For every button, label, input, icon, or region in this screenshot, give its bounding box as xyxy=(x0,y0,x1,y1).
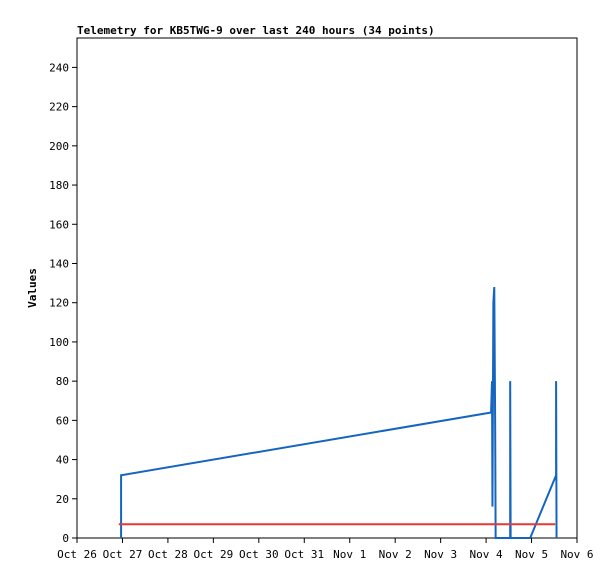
x-tick-label: Oct 26 xyxy=(57,548,97,561)
y-tick-label: 140 xyxy=(49,257,69,270)
y-tick-label: 120 xyxy=(49,297,69,310)
y-tick-label: 60 xyxy=(56,414,69,427)
x-tick-label: Nov 2 xyxy=(379,548,412,561)
y-tick-label: 200 xyxy=(49,140,69,153)
y-axis-label: Values xyxy=(26,268,39,308)
y-tick-label: 240 xyxy=(49,61,69,74)
x-tick-label: Oct 28 xyxy=(148,548,188,561)
x-tick-label: Nov 1 xyxy=(333,548,366,561)
x-tick-label: Oct 27 xyxy=(103,548,143,561)
y-tick-label: 80 xyxy=(56,375,69,388)
plot-frame xyxy=(76,37,578,539)
y-tick-label: 40 xyxy=(56,454,69,467)
series-line xyxy=(120,286,558,539)
chart-title: Telemetry for KB5TWG-9 over last 240 hou… xyxy=(77,24,435,37)
x-tick-label: Oct 30 xyxy=(239,548,279,561)
x-tick-label: Oct 31 xyxy=(284,548,324,561)
y-tick-label: 100 xyxy=(49,336,69,349)
x-tick-label: Nov 5 xyxy=(515,548,548,561)
y-tick-label: 20 xyxy=(56,493,69,506)
x-tick-label: Nov 3 xyxy=(424,548,457,561)
y-tick-label: 0 xyxy=(62,532,69,545)
y-tick-label: 220 xyxy=(49,101,69,114)
y-tick-label: 160 xyxy=(49,218,69,231)
x-tick-label: Oct 29 xyxy=(193,548,233,561)
x-tick-label: Nov 6 xyxy=(560,548,593,561)
x-tick-label: Nov 4 xyxy=(470,548,503,561)
y-tick-label: 180 xyxy=(49,179,69,192)
